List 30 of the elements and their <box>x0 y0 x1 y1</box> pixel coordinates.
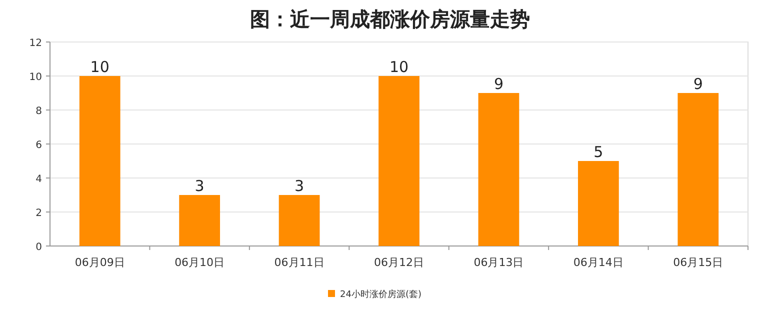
data-label: 3 <box>294 177 304 195</box>
bar <box>378 76 420 246</box>
data-label: 10 <box>389 58 409 76</box>
bar <box>478 93 520 246</box>
data-label: 10 <box>90 58 110 76</box>
bar <box>278 195 320 246</box>
x-tick-label: 06月11日 <box>274 256 324 269</box>
x-tick-label: 06月10日 <box>174 256 225 269</box>
data-label: 3 <box>194 177 204 195</box>
bar <box>179 195 220 246</box>
chart-title: 图：近一周成都涨价房源量走势 <box>250 7 530 31</box>
x-tick-label: 06月13日 <box>474 256 524 269</box>
bar <box>79 76 120 246</box>
legend-label: 24小时涨价房源(套) <box>340 289 422 300</box>
data-label: 9 <box>494 75 504 93</box>
y-tick-label: 2 <box>36 208 42 219</box>
y-tick-label: 4 <box>36 174 42 185</box>
x-tick-label: 06月09日 <box>74 256 125 269</box>
y-tick-label: 0 <box>36 242 42 253</box>
data-label: 5 <box>594 143 604 161</box>
bar <box>678 93 719 246</box>
x-tick-label: 06月12日 <box>374 256 424 269</box>
bar <box>578 161 619 246</box>
y-tick-label: 10 <box>29 72 42 83</box>
x-tick-label: 06月14日 <box>573 256 624 269</box>
data-label: 9 <box>693 75 703 93</box>
y-tick-label: 12 <box>29 38 42 49</box>
x-tick-label: 06月15日 <box>673 256 724 269</box>
y-tick-label: 8 <box>36 106 42 117</box>
y-tick-label: 6 <box>36 140 42 151</box>
